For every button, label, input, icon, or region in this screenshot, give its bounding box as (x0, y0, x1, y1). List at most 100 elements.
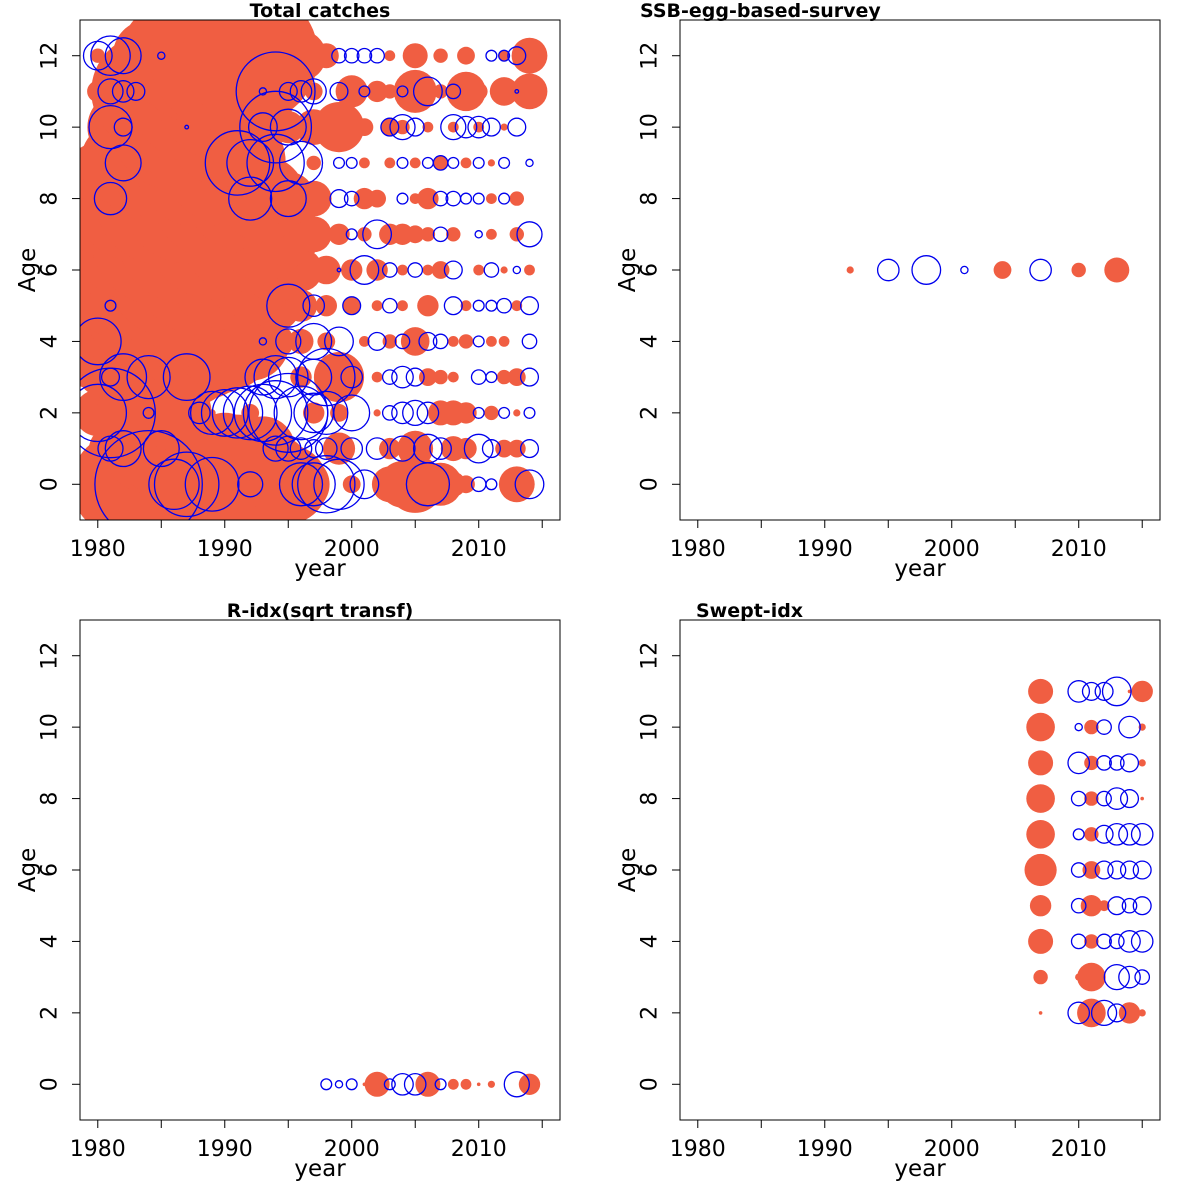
negative-residual-bubble (93, 181, 128, 216)
negative-residual-bubble (381, 405, 398, 421)
negative-residual-bubble (1107, 896, 1127, 916)
y-axis-label: Age (615, 848, 641, 892)
positive-residual-bubble (313, 102, 365, 153)
negative-residual-bubble (262, 435, 289, 462)
positive-residual-bubble (457, 46, 475, 65)
negative-residual-bubble (104, 37, 142, 75)
negative-residual-bubble (80, 383, 128, 443)
positive-residual-bubble (460, 300, 472, 312)
negative-residual-bubble (184, 456, 240, 512)
y-tick-label: 2 (38, 1006, 63, 1020)
positive-residual-bubble (457, 475, 475, 494)
positive-residual-bubble (1077, 962, 1106, 992)
positive-residual-bubble (295, 180, 332, 217)
y-tick-label: 4 (638, 934, 663, 948)
negative-residual-bubble (142, 406, 155, 419)
negative-residual-bubble (381, 262, 398, 278)
positive-residual-bubble (433, 48, 448, 63)
positive-residual-bubble (1098, 900, 1110, 912)
negative-residual-bubble (345, 1078, 358, 1091)
positive-residual-bubble (382, 84, 397, 99)
positive-residual-bubble (1104, 257, 1130, 283)
positive-residual-bubble (397, 300, 408, 312)
negative-residual-bubble (1130, 822, 1154, 846)
y-tick-label: 6 (638, 263, 663, 277)
bubble-layer (320, 1071, 541, 1098)
negative-residual-bubble (1118, 822, 1141, 846)
negative-residual-bubble (189, 390, 235, 436)
y-tick-label: 8 (638, 192, 663, 206)
negative-residual-bubble (403, 1072, 427, 1096)
negative-residual-bubble (362, 219, 393, 250)
negative-residual-bubble (525, 158, 534, 168)
negative-residual-bubble (498, 406, 511, 419)
positive-residual-bubble (1080, 895, 1103, 917)
positive-residual-bubble (1038, 1011, 1043, 1015)
positive-residual-bubble (400, 327, 430, 356)
y-tick-label: 2 (638, 1006, 663, 1020)
y-tick-label: 0 (638, 1077, 663, 1091)
negative-residual-bubble (1105, 822, 1129, 846)
bubble-layer (80, 20, 548, 520)
negative-residual-bubble (1029, 258, 1052, 282)
negative-residual-bubble (516, 221, 543, 248)
y-tick-label: 0 (638, 477, 663, 491)
positive-residual-bubble (353, 187, 376, 210)
negative-residual-bubble (1070, 862, 1087, 878)
x-axis-label: year (894, 1156, 946, 1182)
positive-residual-bubble (1084, 755, 1099, 771)
positive-residual-bubble (486, 193, 497, 205)
negative-residual-bubble (278, 81, 298, 101)
positive-residual-bubble (433, 84, 448, 99)
x-tick-label: 1990 (797, 1137, 853, 1162)
positive-residual-bubble (1138, 759, 1146, 767)
negative-residual-bubble (394, 333, 411, 350)
negative-residual-bubble (275, 435, 302, 462)
chart-title: Total catches (250, 0, 391, 22)
positive-residual-bubble (312, 255, 341, 285)
negative-residual-bubble (521, 333, 538, 350)
negative-residual-bubble (1101, 676, 1132, 707)
positive-residual-bubble (384, 157, 396, 169)
negative-residual-bubble (345, 228, 358, 241)
positive-residual-bubble (275, 30, 327, 81)
negative-residual-bubble (365, 437, 389, 460)
positive-residual-bubble (446, 227, 461, 242)
positive-residual-bubble (1127, 689, 1132, 694)
negative-residual-bubble (454, 115, 478, 139)
negative-residual-bubble (960, 265, 969, 275)
negative-residual-bubble (472, 335, 485, 348)
negative-residual-bubble (332, 156, 346, 169)
positive-residual-bubble (1024, 853, 1057, 887)
negative-residual-bubble (1096, 933, 1112, 950)
positive-residual-bubble (447, 121, 459, 133)
negative-residual-bubble (267, 356, 309, 398)
positive-residual-bubble (415, 1071, 441, 1097)
negative-residual-bubble (126, 354, 171, 400)
negative-residual-bubble (324, 326, 354, 357)
negative-residual-bubble (498, 156, 511, 169)
x-axis-label: year (894, 556, 946, 582)
positive-residual-bubble (500, 266, 508, 274)
negative-residual-bubble (97, 78, 124, 105)
positive-residual-bubble (509, 191, 524, 206)
positive-residual-bubble (433, 155, 448, 171)
positive-residual-bubble (500, 123, 508, 131)
negative-residual-bubble (1118, 965, 1141, 989)
negative-residual-bubble (507, 46, 527, 66)
negative-residual-bubble (247, 112, 278, 143)
positive-residual-bubble (524, 264, 535, 276)
x-tick-label: 1990 (197, 537, 253, 562)
negative-residual-bubble (496, 297, 512, 314)
negative-residual-bubble (407, 262, 424, 278)
negative-residual-bubble (519, 439, 540, 459)
negative-residual-bubble (474, 230, 483, 239)
positive-residual-bubble (364, 1071, 390, 1097)
negative-residual-bubble (345, 156, 358, 169)
positive-residual-bubble (511, 37, 548, 74)
negative-residual-bubble (1094, 824, 1114, 844)
y-tick-label: 0 (38, 477, 63, 491)
y-tick-label: 8 (38, 192, 63, 206)
y-tick-label: 12 (38, 642, 63, 670)
positive-residual-bubble (511, 300, 523, 312)
